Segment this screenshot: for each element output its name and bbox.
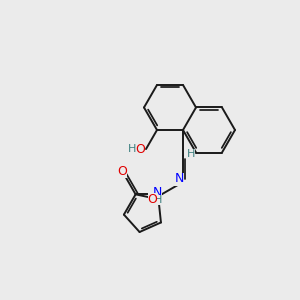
Text: H: H xyxy=(187,149,195,159)
Text: O: O xyxy=(135,142,145,156)
Text: O: O xyxy=(148,193,158,206)
Text: H: H xyxy=(153,195,162,205)
Text: N: N xyxy=(174,172,184,185)
Text: H: H xyxy=(128,144,136,154)
Text: O: O xyxy=(118,165,128,178)
Text: N: N xyxy=(153,186,162,199)
